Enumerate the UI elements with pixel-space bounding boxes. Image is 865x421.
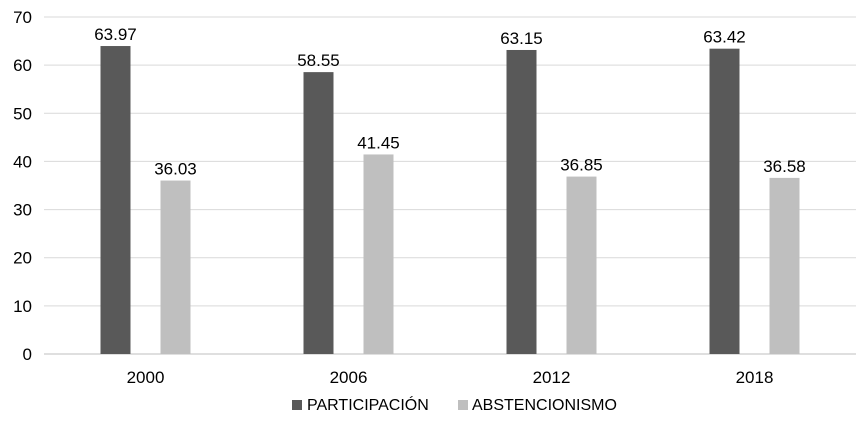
- x-category-label: 2018: [736, 368, 774, 387]
- x-axis: 2000 2006 2012 2018: [127, 368, 774, 387]
- data-label: 36.03: [154, 160, 197, 179]
- legend-swatch-abstencionismo: [458, 400, 468, 410]
- bar-participacion-2018: [709, 48, 740, 354]
- data-label: 63.97: [94, 25, 137, 44]
- legend-label-participacion: PARTICIPACIÓN: [307, 395, 429, 414]
- bar-abstencionismo-2018: [769, 177, 800, 354]
- legend: PARTICIPACIÓN ABSTENCIONISMO: [292, 395, 617, 414]
- bar-abstencionismo-2000: [160, 180, 191, 354]
- bar-participacion-2000: [100, 46, 131, 354]
- bars: [100, 46, 800, 355]
- y-tick-label: 10: [13, 297, 32, 316]
- data-label: 63.15: [500, 29, 543, 48]
- data-labels: 63.97 36.03 58.55 41.45 63.15 36.85 63.42 36.58: [94, 25, 806, 179]
- data-label: 58.55: [297, 51, 340, 70]
- x-category-label: 2000: [127, 368, 165, 387]
- data-label: 41.45: [357, 133, 400, 152]
- legend-label-abstencionismo: ABSTENCIONISMO: [472, 397, 617, 414]
- data-label: 63.42: [703, 28, 746, 47]
- x-category-label: 2006: [330, 368, 368, 387]
- bar-abstencionismo-2012: [566, 176, 597, 354]
- data-label: 36.85: [560, 156, 603, 175]
- y-tick-label: 30: [13, 201, 32, 220]
- bar-abstencionismo-2006: [363, 154, 394, 354]
- y-tick-label: 40: [13, 152, 32, 171]
- bar-participacion-2006: [303, 72, 334, 355]
- y-tick-label: 70: [13, 8, 32, 27]
- legend-swatch-participacion: [292, 400, 302, 410]
- data-label: 36.58: [763, 157, 806, 176]
- bar-participacion-2012: [506, 49, 537, 355]
- x-category-label: 2012: [533, 368, 571, 387]
- y-tick-label: 60: [13, 56, 32, 75]
- y-tick-label: 0: [23, 345, 32, 364]
- y-tick-label: 20: [13, 249, 32, 268]
- y-tick-label: 50: [13, 104, 32, 123]
- y-axis: 0 10 20 30 40 50 60 70: [13, 8, 32, 364]
